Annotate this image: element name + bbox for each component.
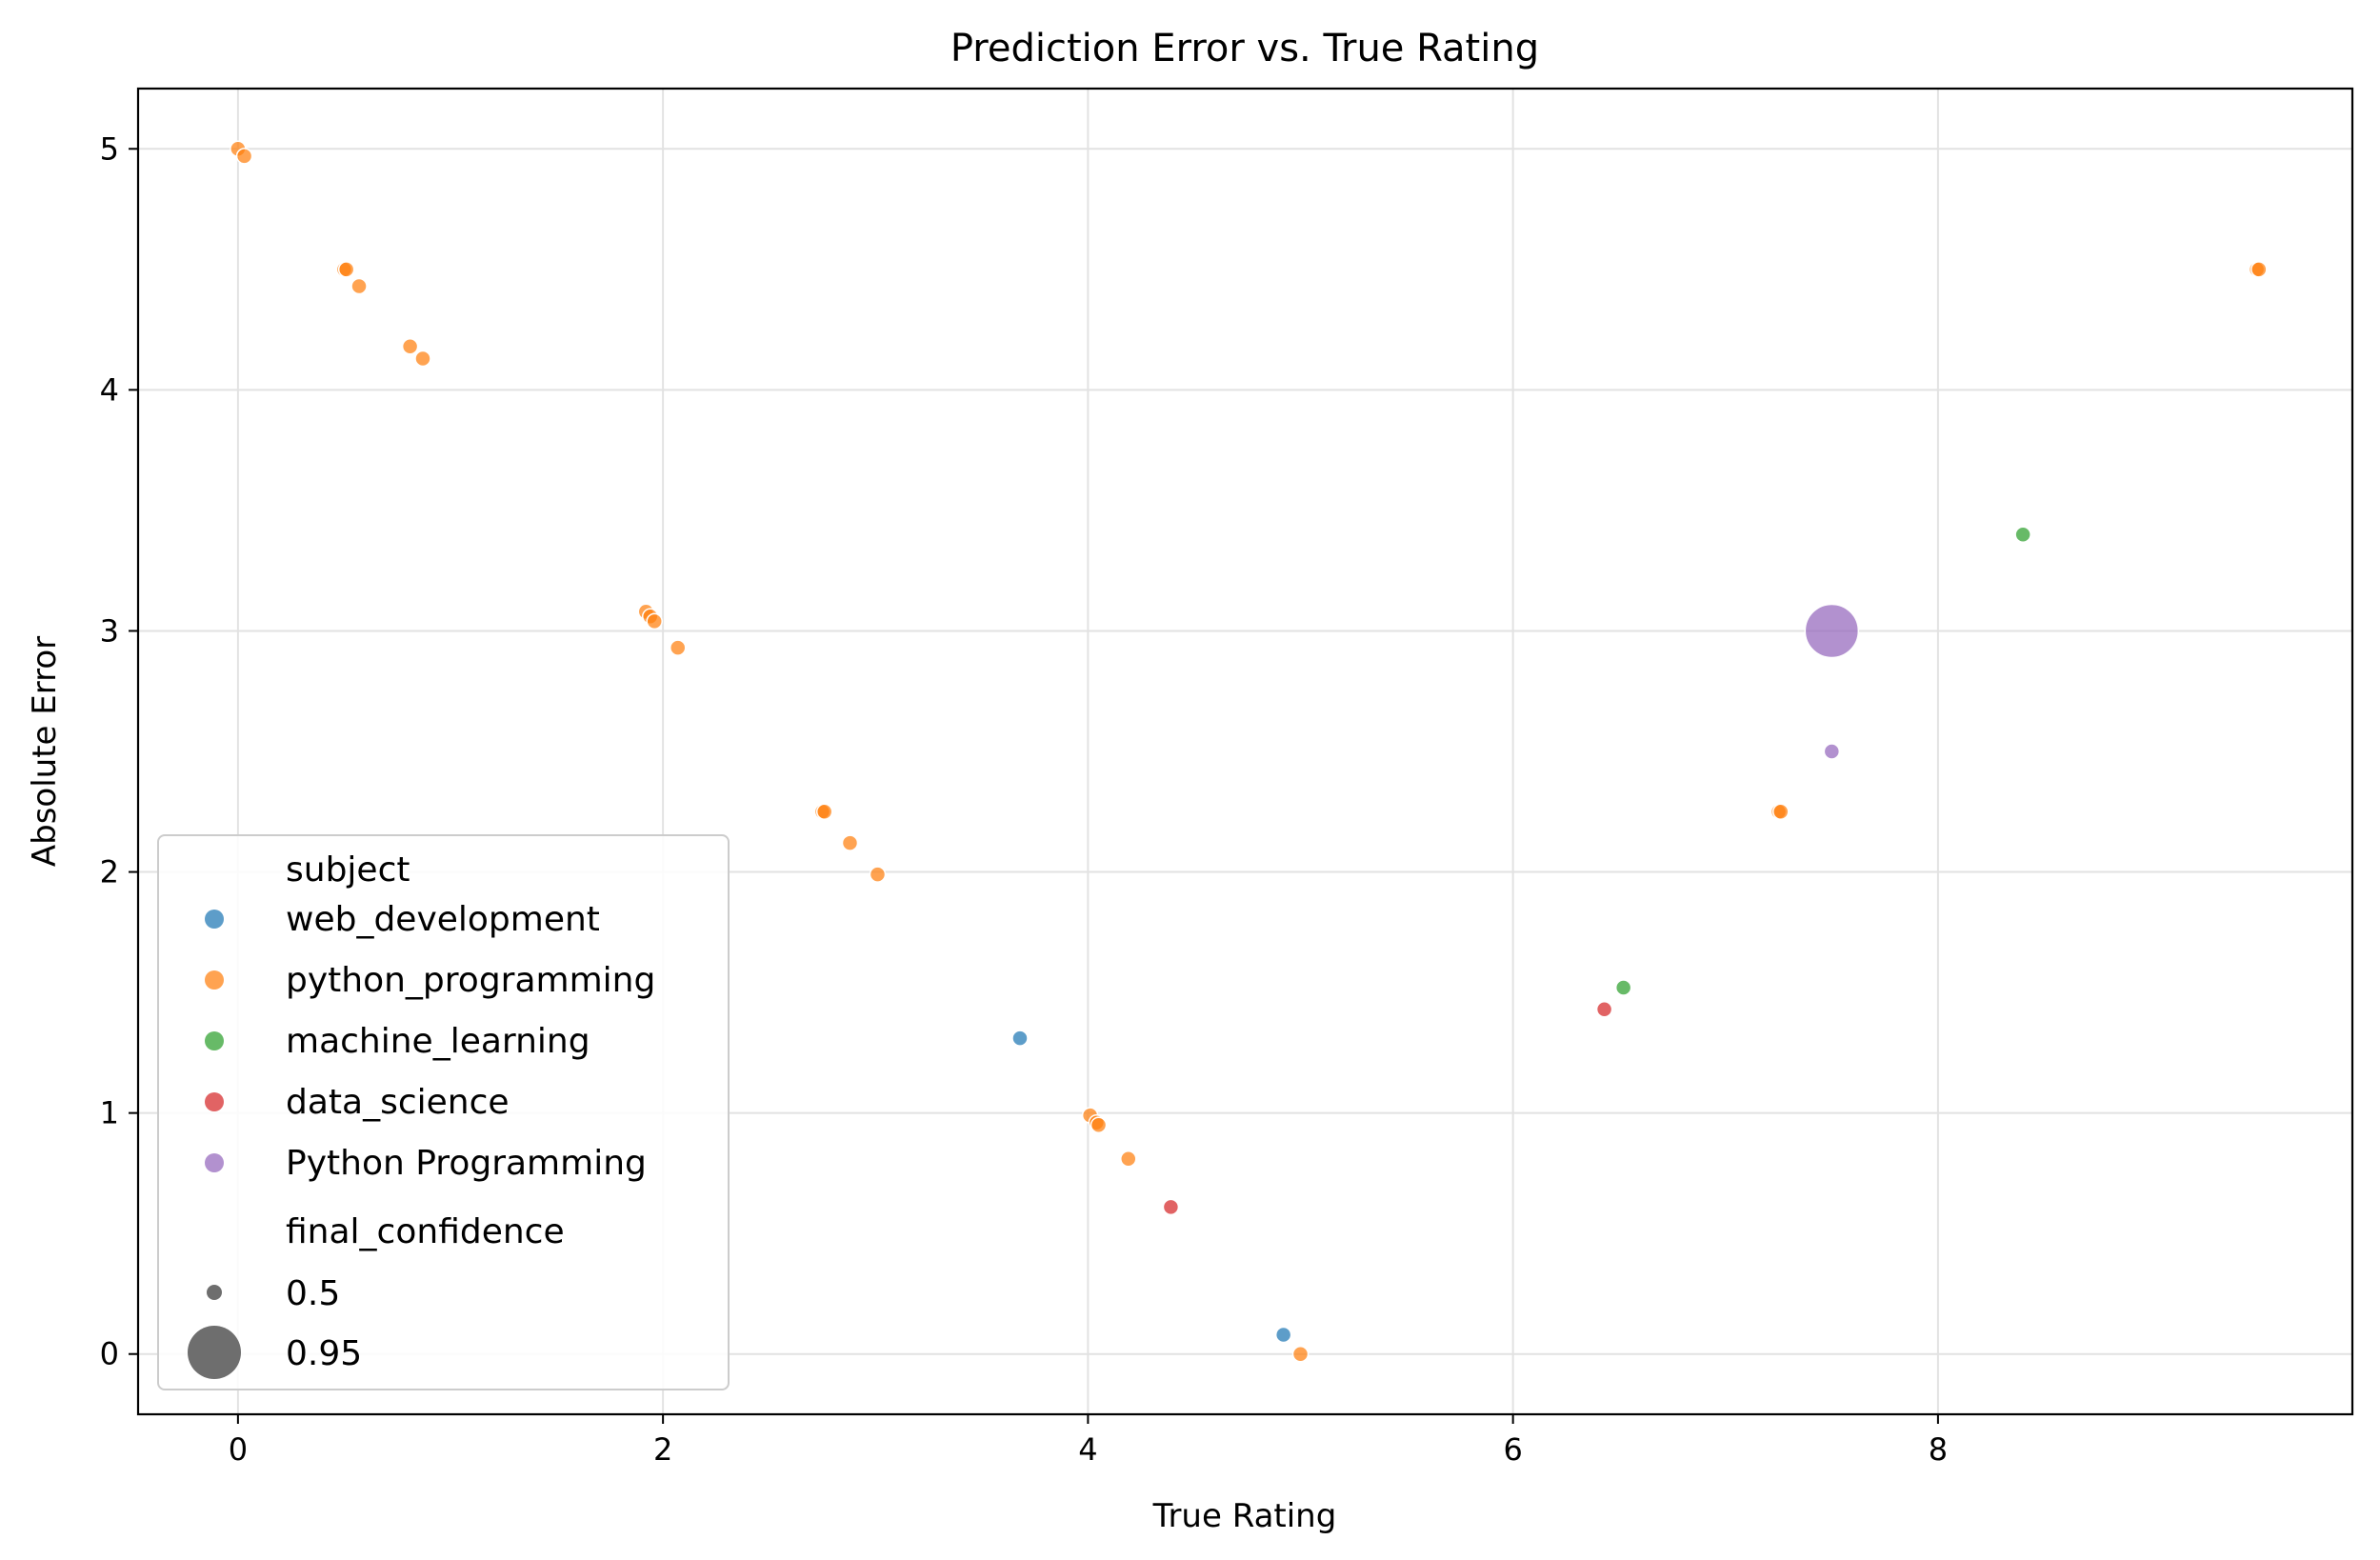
chart-title: Prediction Error vs. True Rating: [950, 27, 1539, 70]
x-tick-label: 2: [653, 1431, 672, 1468]
legend-size-title: final_confidence: [286, 1212, 565, 1251]
legend-size-marker-small: [207, 1285, 222, 1300]
y-tick-label: 0: [100, 1336, 119, 1372]
data-point-python-programming: [350, 277, 368, 295]
y-tick-label: 1: [100, 1095, 119, 1131]
data-point-python-programming: [2250, 261, 2268, 278]
legend-marker-python-programming: [205, 970, 224, 990]
data-point-web-development: [1274, 1326, 1292, 1344]
data-point-python-programming: [1804, 603, 1860, 659]
data-point-machine-learning: [2014, 526, 2031, 543]
data-point-python-programming: [235, 148, 253, 165]
data-point-python-programming: [414, 350, 431, 368]
data-points: [230, 140, 2268, 1363]
legend-marker-machine-learning: [205, 1031, 224, 1050]
x-tick-label: 4: [1078, 1431, 1097, 1468]
plot-frame: [136, 87, 2354, 1416]
legend-frame: [157, 834, 730, 1390]
data-point-python-programming: [869, 866, 887, 883]
legend-size-label-small: 0.5: [286, 1274, 340, 1313]
data-point-python-programming: [1090, 1116, 1108, 1134]
legend-size-label-large: 0.95: [286, 1334, 362, 1373]
legend-label: python_programming: [286, 961, 655, 1000]
legend: subject web_development python_programmin…: [157, 834, 730, 1390]
y-tick-label: 5: [100, 130, 119, 167]
legend-hue-title: subject: [286, 850, 410, 890]
legend-label: data_science: [286, 1083, 510, 1122]
y-tick-label: 3: [100, 612, 119, 649]
x-tick-label: 0: [229, 1431, 248, 1468]
x-axis-title: True Rating: [1152, 1497, 1337, 1535]
legend-size-marker-large: [188, 1326, 241, 1379]
legend-marker-web-development: [205, 910, 224, 929]
axis-ticks: 0 2 4 6 8 0 1 2 3 4 5: [100, 130, 1948, 1468]
data-point-machine-learning: [1614, 979, 1632, 996]
data-point-python-programming: [815, 803, 833, 821]
data-point-python-programming: [841, 834, 859, 851]
y-tick-label: 2: [100, 854, 119, 890]
legend-marker-python-programming: [205, 1153, 224, 1172]
data-point-python-programming: [337, 261, 355, 278]
legend-marker-data-science: [205, 1092, 224, 1111]
x-tick-label: 8: [1929, 1431, 1948, 1468]
data-point-python-programming: [401, 338, 419, 355]
data-point-python-programming: [1823, 743, 1841, 760]
data-point-python-programming: [1772, 803, 1790, 821]
data-point-python-programming: [669, 639, 687, 656]
data-point-python-programming: [1291, 1345, 1310, 1363]
legend-label: web_development: [286, 900, 600, 939]
data-point-data-science: [1162, 1198, 1180, 1216]
legend-label: machine_learning: [286, 1022, 590, 1061]
y-axis-title: Absolute Error: [26, 636, 64, 867]
data-point-web-development: [1011, 1030, 1029, 1047]
y-tick-label: 4: [100, 371, 119, 408]
legend-label: Python Programming: [286, 1144, 647, 1183]
data-point-python-programming: [1120, 1150, 1137, 1168]
data-point-python-programming: [646, 612, 663, 630]
x-tick-label: 6: [1503, 1431, 1522, 1468]
data-point-data-science: [1595, 1001, 1613, 1018]
